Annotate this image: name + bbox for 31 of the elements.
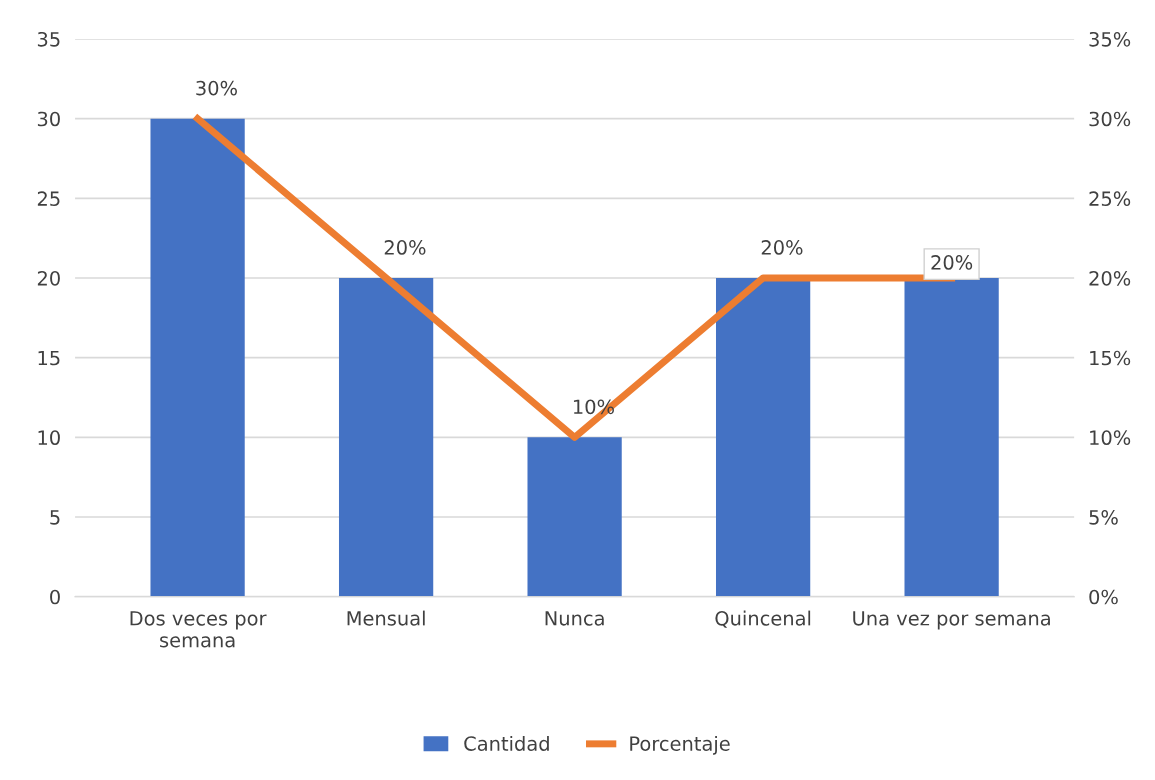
x-tick-label: Quincenal [715, 610, 811, 628]
x-tick-label: Nunca [545, 611, 604, 626]
y-tick-label: 30 [37, 111, 60, 127]
data-label: 30% [196, 80, 237, 96]
x-tick-label: Dos veces por semana [130, 611, 267, 648]
y-tick-label: 20 [37, 270, 60, 286]
y-tick-label: 10 [38, 430, 60, 446]
y2-tick-label: 5% [1089, 509, 1118, 525]
bar [338, 278, 434, 597]
y2-tick-label: 25% [1089, 191, 1131, 207]
y2-tick-label: 10% [1090, 430, 1131, 446]
y2-tick-label: 30% [1089, 111, 1131, 127]
legend-label: Cantidad [464, 735, 549, 751]
data-label: 20% [931, 255, 973, 270]
y-tick-label: 35 [37, 31, 60, 47]
data-label: 20% [761, 240, 803, 255]
x-tick-label: Una vez por semana [853, 611, 1050, 630]
y2-tick-label: 0% [1089, 589, 1118, 605]
legend-label: Porcentaje [630, 735, 730, 755]
bar [150, 118, 245, 597]
y2-tick-label: 35% [1089, 31, 1131, 47]
y2-tick-label: 20% [1089, 270, 1131, 286]
y-tick-label: 5 [50, 510, 60, 525]
y2-tick-label: 15% [1090, 350, 1131, 366]
x-tick-label: Mensual [347, 610, 425, 626]
bar [715, 278, 811, 597]
y-tick-label: 25 [37, 191, 60, 207]
y-tick-label: 0 [50, 589, 60, 605]
data-label: 20% [384, 240, 426, 255]
bar [527, 437, 622, 597]
y-tick-label: 15 [38, 350, 60, 366]
